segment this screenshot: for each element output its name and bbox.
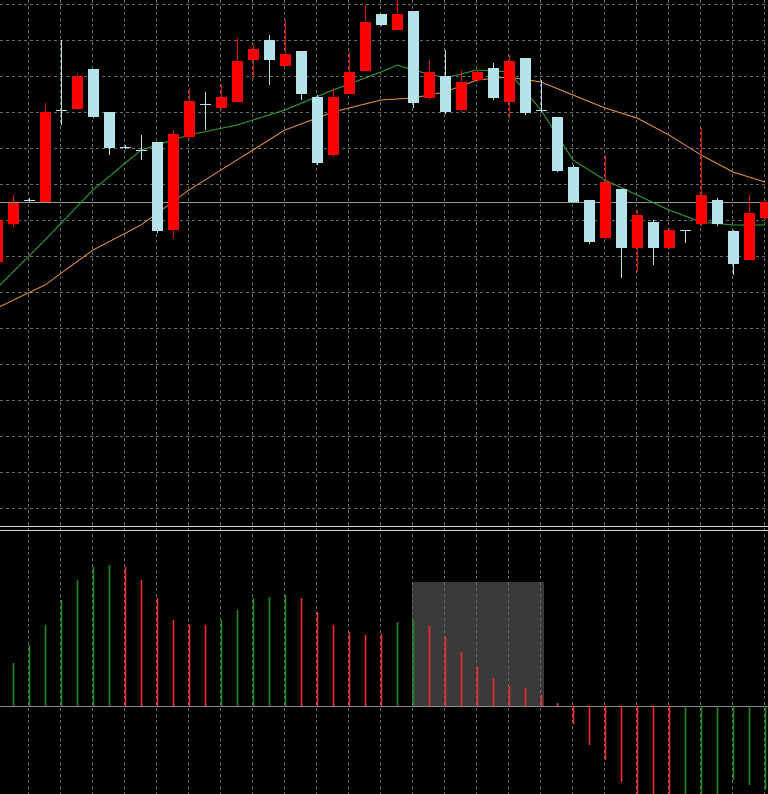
candle-body [472, 72, 483, 80]
candle-body [584, 200, 595, 242]
candle-body [520, 58, 531, 113]
candle-body [0, 220, 3, 262]
candle-body [344, 72, 355, 94]
candle-body [616, 189, 627, 248]
candle-body [744, 213, 755, 260]
candle-body [632, 215, 643, 248]
candle-body [296, 51, 307, 94]
candle-body [696, 195, 707, 224]
candle-body [712, 200, 723, 224]
candle-body [664, 230, 675, 248]
candle-body [424, 72, 435, 98]
candle-body [408, 11, 419, 103]
candle-body [312, 97, 323, 163]
candle-body [328, 97, 339, 155]
candle-body [152, 142, 163, 231]
candle-body [232, 61, 243, 102]
candle-body [360, 22, 371, 71]
candle-body [104, 112, 115, 148]
candle-body [760, 202, 768, 218]
candle-body [136, 150, 147, 151]
candle-body [264, 40, 275, 60]
candle-body [568, 167, 579, 202]
candle-body [216, 97, 227, 108]
candle-body [536, 110, 547, 111]
candle-body [488, 68, 499, 98]
candle-body [680, 230, 691, 231]
candle-body [184, 101, 195, 137]
candle-body [392, 14, 403, 30]
candle-body [40, 112, 51, 202]
candle-body [440, 76, 451, 112]
candle-body [376, 14, 387, 25]
candle-body [200, 104, 211, 105]
candle-body [56, 110, 67, 111]
candle-body [552, 117, 563, 171]
candle-body [24, 200, 35, 201]
candle-body [456, 82, 467, 110]
candle-body [72, 76, 83, 109]
candle-body [168, 134, 179, 230]
candle-body [504, 61, 515, 102]
candle-body [248, 49, 259, 60]
candle-body [120, 147, 131, 148]
candle-body [280, 54, 291, 66]
candle-body [728, 231, 739, 264]
candle-body [600, 182, 611, 238]
candle-body [88, 69, 99, 117]
candle-body [648, 222, 659, 248]
candle-body [8, 203, 19, 224]
